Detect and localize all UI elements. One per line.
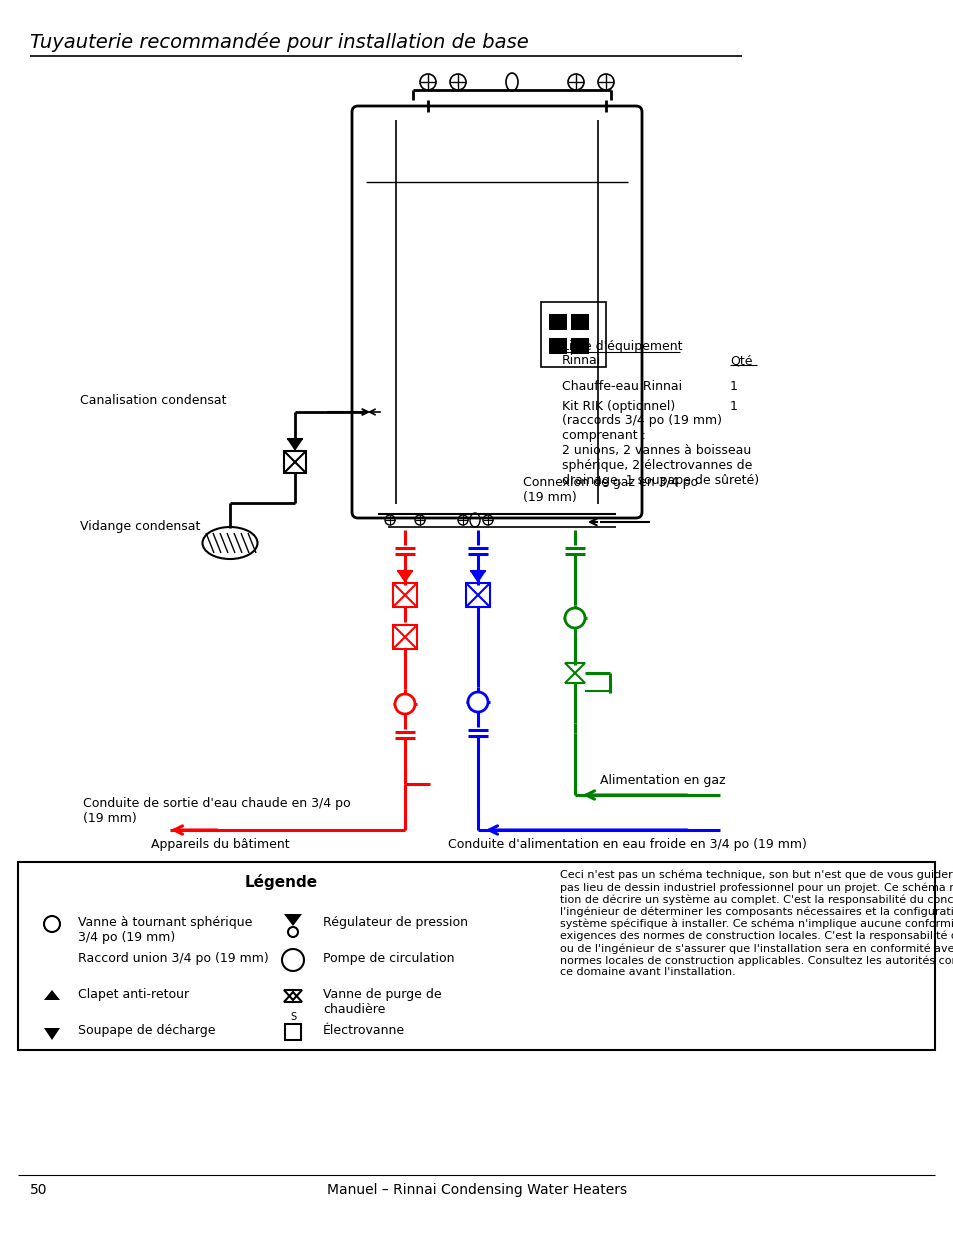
Text: 1: 1 (729, 400, 737, 412)
Text: Manuel – Rinnai Condensing Water Heaters: Manuel – Rinnai Condensing Water Heaters (327, 1183, 626, 1197)
Text: Appareils du bâtiment: Appareils du bâtiment (151, 839, 289, 851)
Text: Soupape de décharge: Soupape de décharge (78, 1024, 215, 1037)
Polygon shape (284, 914, 302, 926)
Bar (393, 625, 416, 650)
Text: Qté: Qté (729, 354, 752, 367)
Text: 50: 50 (30, 1183, 48, 1197)
Bar (284, 451, 306, 473)
Bar (285, 1024, 301, 1040)
Text: Liste d'équipement: Liste d'équipement (561, 340, 681, 353)
Bar (571, 338, 588, 354)
Text: Kit RIK (optionnel): Kit RIK (optionnel) (561, 400, 675, 412)
Bar (540, 303, 605, 367)
Polygon shape (44, 1028, 60, 1040)
Text: Tuyauterie recommandée pour installation de base: Tuyauterie recommandée pour installation… (30, 32, 528, 52)
Polygon shape (44, 990, 60, 1000)
Text: Rinnai: Rinnai (561, 354, 600, 367)
Text: 1: 1 (729, 380, 737, 393)
Bar (18, 862, 934, 1050)
Polygon shape (287, 438, 303, 451)
Text: Clapet anti-retour: Clapet anti-retour (78, 988, 189, 1002)
Text: Connexion de gaz en 3/4 po
(19 mm): Connexion de gaz en 3/4 po (19 mm) (522, 475, 698, 504)
Text: Alimentation en gaz: Alimentation en gaz (599, 774, 725, 787)
Text: Électrovanne: Électrovanne (323, 1024, 405, 1037)
Text: Conduite d'alimentation en eau froide en 3/4 po (19 mm): Conduite d'alimentation en eau froide en… (448, 839, 806, 851)
Text: Vanne à tournant sphérique
3/4 po (19 mm): Vanne à tournant sphérique 3/4 po (19 mm… (78, 916, 253, 944)
Text: Chauffe-eau Rinnai: Chauffe-eau Rinnai (561, 380, 681, 393)
Bar (548, 338, 566, 354)
Polygon shape (470, 571, 485, 583)
Text: (raccords 3/4 po (19 mm)
comprenant :
2 unions, 2 vannes à boisseau
sphérique, 2: (raccords 3/4 po (19 mm) comprenant : 2 … (561, 414, 759, 487)
Bar (393, 583, 416, 606)
Text: Raccord union 3/4 po (19 mm): Raccord union 3/4 po (19 mm) (78, 952, 269, 965)
Text: Vanne de purge de
chaudière: Vanne de purge de chaudière (323, 988, 441, 1016)
Text: Ceci n'est pas un schéma technique, son but n'est que de vous guider, et il ne t: Ceci n'est pas un schéma technique, son … (559, 869, 953, 977)
Text: Canalisation condensat: Canalisation condensat (80, 394, 226, 408)
Text: Pompe de circulation: Pompe de circulation (323, 952, 454, 965)
Bar (548, 314, 566, 330)
Text: S: S (290, 1011, 295, 1023)
Text: Régulateur de pression: Régulateur de pression (323, 916, 468, 929)
Text: Légende: Légende (245, 874, 317, 890)
Bar (571, 314, 588, 330)
Polygon shape (396, 571, 413, 583)
Text: Vidange condensat: Vidange condensat (80, 520, 200, 534)
Bar (465, 583, 490, 606)
Text: Conduite de sortie d'eau chaude en 3/4 po
(19 mm): Conduite de sortie d'eau chaude en 3/4 p… (83, 797, 351, 825)
